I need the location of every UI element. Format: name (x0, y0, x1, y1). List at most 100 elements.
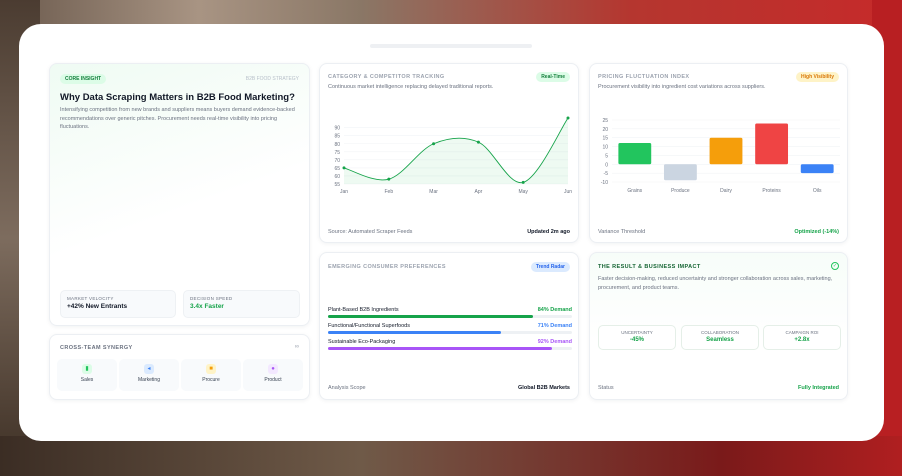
data-point (476, 140, 480, 144)
preference-bar-track (328, 347, 572, 350)
preference-bar-fill (328, 331, 502, 334)
footer-label: Status (598, 385, 614, 391)
core-insight-card: CORE INSIGHT B2B FOOD STRATEGY Why Data … (49, 63, 310, 326)
line-area-fill (344, 118, 568, 184)
tracking-footer: Source: Automated Scraper Feeds Updated … (328, 229, 570, 235)
megaphone-icon: ◂ (144, 364, 154, 374)
impact-body: Faster decision-making, reduced uncertai… (598, 276, 833, 291)
preference-row: Functional/Functional Superfoods 71% Dema… (328, 323, 572, 339)
x-tick-label: Dairy (720, 188, 732, 194)
preference-bar-track (328, 315, 572, 318)
y-tick-label: 25 (602, 118, 608, 124)
consumer-preferences-card: EMERGING CONSUMER PREFERENCES Trend Rada… (319, 252, 579, 400)
core-insight-tag: CORE INSIGHT (60, 74, 107, 84)
tracking-title: CATEGORY & COMPETITOR TRACKING (328, 74, 445, 80)
preferences-title: EMERGING CONSUMER PREFERENCES (328, 264, 446, 270)
y-tick-label: 70 (334, 158, 340, 164)
footer-value: Global B2B Markets (518, 385, 570, 391)
team-tile-product[interactable]: ● Product (243, 359, 303, 391)
y-tick-label: 80 (334, 142, 340, 148)
x-tick-label: Jan (340, 189, 348, 195)
bar-chart: 25 20 15 10 5 0 -5 -10 Grains Produce Dairy Protein… (601, 118, 840, 194)
tracking-subtitle: Continuous market intelligence replacing… (328, 84, 494, 90)
bar (800, 164, 834, 174)
y-tick-label: 85 (334, 134, 340, 140)
impact-title: THE RESULT & BUSINESS IMPACT (598, 264, 701, 270)
pricing-subtitle: Procurement visibility into ingredient c… (598, 84, 766, 90)
x-tick-label: Produce (671, 188, 690, 194)
footer-label: Source: Automated Scraper Feeds (328, 229, 413, 235)
footer-label: Variance Threshold (598, 229, 646, 235)
check-circle-icon: ✓ (831, 262, 839, 270)
insight-title: Why Data Scraping Matters in B2B Food Ma… (60, 92, 295, 103)
stat-label: CAMPAIGN ROI (785, 330, 819, 335)
stat-value: 3.4x Faster (190, 303, 224, 310)
stat-value: +42% New Entrants (67, 303, 128, 310)
y-tick-label: -10 (601, 180, 608, 186)
x-tick-label: Grains (627, 188, 642, 194)
preference-label: Sustainable Eco-Packaging (328, 339, 396, 345)
y-tick-label: 60 (334, 174, 340, 180)
preference-list: Plant-Based B2B Ingredients 84% Demand Fun… (328, 307, 572, 355)
pricing-footer: Variance Threshold Optimized (-14%) (598, 229, 839, 235)
footer-label: Analysis Scope (328, 385, 366, 391)
team-tile-marketing[interactable]: ◂ Marketing (119, 359, 179, 391)
y-tick-label: 5 (605, 153, 608, 159)
y-tick-label: 55 (334, 182, 340, 188)
box-icon: ■ (206, 364, 216, 374)
realtime-badge: Real-Time (536, 72, 570, 82)
preference-bar-track (328, 331, 572, 334)
y-tick-label: 0 (605, 162, 608, 168)
pricing-title: PRICING FLUCTUATION INDEX (598, 74, 690, 80)
cross-team-synergy-card: CROSS-TEAM SYNERGY ∞ ▮ Sales ◂ Marketing… (49, 334, 310, 400)
team-label: Product (264, 377, 282, 383)
impact-stat-campaign-roi: CAMPAIGN ROI +2.8x (763, 325, 841, 350)
preference-bar-fill (328, 315, 533, 318)
pricing-index-card: PRICING FLUCTUATION INDEX High Visibilit… (589, 63, 848, 243)
y-tick-label: 75 (334, 150, 340, 156)
team-label: Procure (202, 377, 220, 383)
bar (755, 123, 789, 165)
preference-value: 92% Demand (537, 339, 572, 345)
preferences-footer: Analysis Scope Global B2B Markets (328, 385, 570, 391)
data-point (432, 142, 436, 146)
footer-value: Updated 2m ago (527, 229, 570, 235)
stat-value: +2.8x (794, 337, 810, 343)
preference-label: Plant-Based B2B Ingredients (328, 307, 399, 313)
team-link-icon: ∞ (294, 344, 299, 350)
x-tick-label: Apr (475, 189, 483, 195)
stat-value: -45% (629, 337, 644, 343)
stat-label: UNCERTAINTY (621, 330, 653, 335)
y-tick-label: 65 (334, 166, 340, 172)
x-tick-label: Proteins (762, 188, 781, 194)
x-tick-label: May (518, 189, 528, 195)
data-point (521, 180, 525, 184)
competitor-tracking-card: CATEGORY & COMPETITOR TRACKING Real-Time… (319, 63, 579, 243)
team-label: Sales (80, 377, 94, 383)
stat-decision-speed: DECISION SPEED 3.4x Faster (183, 290, 300, 318)
y-tick-label: 15 (602, 136, 608, 142)
chart-icon: ▮ (82, 364, 92, 374)
stat-market-velocity: MARKET VELOCITY +42% New Entrants (60, 290, 176, 318)
background-photo-bottom (0, 436, 902, 476)
high-visibility-badge: High Visibility (796, 72, 839, 82)
line-chart: 55 60 65 70 75 80 85 90 Jan Feb Mar Apr May Jun (334, 116, 572, 195)
stat-label: MARKET VELOCITY (67, 296, 114, 301)
bar (709, 137, 743, 165)
team-tile-sales[interactable]: ▮ Sales (57, 359, 117, 391)
footer-value: Optimized (-14%) (794, 229, 839, 235)
footer-value: Fully Integrated (798, 385, 839, 391)
preference-row: Plant-Based B2B Ingredients 84% Demand (328, 307, 572, 323)
team-tile-procure[interactable]: ■ Procure (181, 359, 241, 391)
insight-body: Intensifying competition from new brands… (60, 107, 295, 131)
impact-stat-collaboration: COLLABORATION Seamless (681, 325, 759, 350)
preference-value: 84% Demand (537, 307, 572, 313)
y-tick-label: 90 (334, 126, 340, 132)
bar (618, 143, 652, 165)
y-tick-label: 20 (602, 127, 608, 133)
preference-value: 71% Demand (537, 323, 572, 329)
preference-row: Sustainable Eco-Packaging 92% Demand (328, 339, 572, 355)
flask-icon: ● (268, 364, 278, 374)
preference-bar-fill (328, 347, 553, 350)
synergy-title: CROSS-TEAM SYNERGY (60, 345, 133, 351)
